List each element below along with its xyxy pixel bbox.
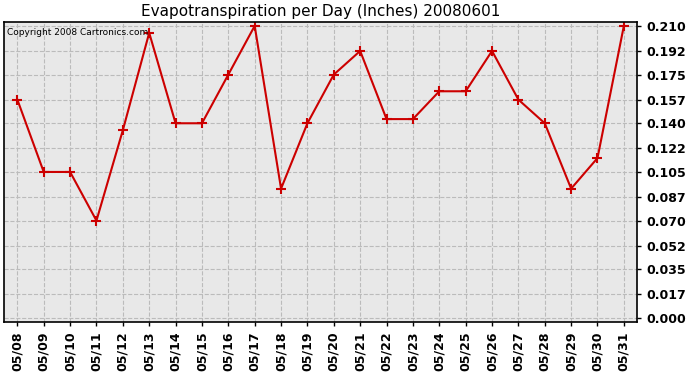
Title: Evapotranspiration per Day (Inches) 20080601: Evapotranspiration per Day (Inches) 2008…	[141, 4, 500, 19]
Text: Copyright 2008 Cartronics.com: Copyright 2008 Cartronics.com	[8, 28, 148, 37]
